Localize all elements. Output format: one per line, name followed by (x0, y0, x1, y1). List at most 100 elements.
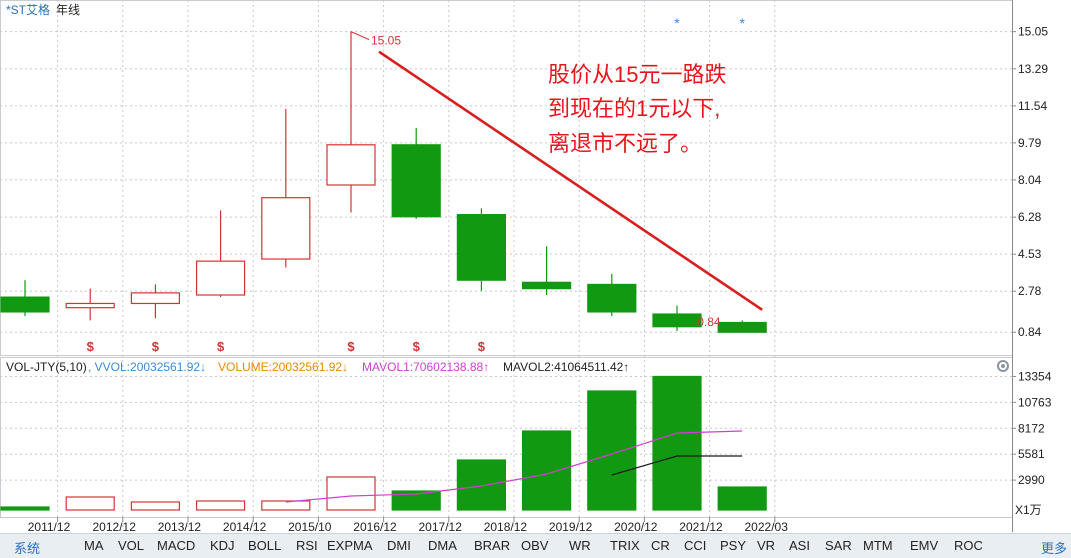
price-tick-label: 15.05 (1018, 25, 1048, 39)
star-marker: * (739, 15, 745, 31)
x-tick-label: 2014/12 (223, 520, 267, 533)
dollar-marker: $ (478, 339, 486, 354)
volume-bar (326, 476, 376, 511)
price-tick-label: 4.53 (1018, 247, 1042, 261)
volume-bar (130, 501, 180, 511)
tab-kdj[interactable]: KDJ (210, 538, 235, 553)
vvol-value: , VVOL:20032561.92↓ (88, 360, 206, 374)
mavol2-line (611, 455, 743, 476)
tab-brar[interactable]: BRAR (474, 538, 511, 553)
candle-body (65, 302, 115, 309)
volume-bar (261, 500, 311, 511)
candle-body (456, 214, 506, 281)
dollar-marker: $ (152, 339, 160, 354)
tab-macd[interactable]: MACD (157, 538, 196, 553)
volume-bar (391, 490, 441, 511)
volume-tick-label: 5581 (1018, 447, 1045, 461)
dollar-marker: $ (413, 339, 421, 354)
downtrend-line (378, 50, 763, 311)
tab-cr[interactable]: CR (651, 538, 670, 553)
tab-psy[interactable]: PSY (720, 538, 747, 553)
tab-vol[interactable]: VOL (118, 538, 145, 553)
tab-dma[interactable]: DMA (428, 538, 457, 553)
price-tick-label: 11.54 (1018, 99, 1047, 113)
chart-overlay: 15.05 0.84 $ $ $ $ $ $ * * (87, 15, 763, 354)
chart-svg: 15.0513.2911.549.798.046.284.532.780.841… (0, 0, 1052, 533)
low-price-label: 0.84 (697, 315, 721, 329)
x-tick-label: 2012/12 (93, 520, 137, 533)
tab-vr[interactable]: VR (757, 538, 776, 553)
x-tick-label: 2020/12 (614, 520, 658, 533)
tab-asi[interactable]: ASI (789, 538, 810, 553)
annotation-line-1: 股价从15元一路跌 (548, 62, 726, 87)
price-tick-label: 8.04 (1018, 173, 1042, 187)
volume-bar (521, 430, 572, 511)
volume-value: VOLUME:20032561.92↓ (218, 360, 348, 374)
x-tick-label: 2021/12 (679, 520, 723, 533)
mavol1-line (285, 430, 743, 503)
x-tick-label: 2016/12 (353, 520, 397, 533)
volume-bar (0, 506, 50, 511)
x-tick-label: 2018/12 (484, 520, 528, 533)
tab-mtm[interactable]: MTM (863, 538, 893, 553)
period-label: 年线 (56, 3, 80, 17)
tab-wr[interactable]: WR (569, 538, 591, 553)
volume-tick-label: 2990 (1018, 473, 1045, 487)
annotation-line-3: 离退市不远了。 (548, 131, 702, 156)
volume-bar (717, 486, 767, 511)
dollar-marker: $ (87, 339, 95, 354)
tab-system[interactable]: 系统 (14, 541, 41, 556)
stock-name: *ST艾格 (6, 2, 50, 17)
candle-body (587, 283, 637, 313)
volume-tick-label: 8172 (1018, 421, 1045, 435)
dollar-marker: $ (347, 339, 355, 354)
tab-ma[interactable]: MA (84, 538, 104, 553)
volume-bar (65, 496, 115, 511)
candle-body (521, 281, 572, 290)
candle-body (391, 144, 441, 218)
tab-roc[interactable]: ROC (954, 538, 983, 553)
tab-obv[interactable]: OBV (521, 538, 549, 553)
dollar-marker: $ (217, 339, 225, 354)
tab-more[interactable]: 更多 (1041, 541, 1068, 556)
volume-tick-label: 10763 (1018, 395, 1052, 409)
star-marker: * (674, 15, 680, 31)
candle-body (196, 260, 246, 296)
candle-body (326, 144, 376, 186)
tab-expma[interactable]: EXPMA (327, 538, 373, 553)
candle-body (717, 321, 767, 333)
indicator-tab-bar: 系统 MA VOL MACD KDJ BOLL RSI EXPMA DMI DMA BRAR OBV W… (0, 533, 1071, 558)
tab-sar[interactable]: SAR (825, 538, 852, 553)
candle-body (130, 292, 180, 305)
candle-body (652, 313, 702, 328)
x-tick-label: 2013/12 (158, 520, 202, 533)
x-tick-label: 2022/03 (745, 520, 789, 533)
mavol2-value: MAVOL2:41064511.42↑ (503, 360, 629, 374)
candles (0, 31, 767, 333)
candle-body (0, 296, 50, 313)
x-tick-label: 2015/10 (288, 520, 332, 533)
high-price-label: 15.05 (371, 34, 401, 48)
mavol1-value: MAVOL1:70602138.88↑ (362, 360, 489, 374)
volume-bars (0, 375, 767, 511)
tab-rsi[interactable]: RSI (296, 538, 318, 553)
price-tick-label: 2.78 (1018, 284, 1042, 298)
volume-bar (652, 375, 702, 511)
volume-bar (196, 500, 246, 511)
price-tick-label: 0.84 (1018, 325, 1042, 339)
tab-boll[interactable]: BOLL (248, 538, 282, 553)
candle-body (261, 197, 311, 260)
tab-cci[interactable]: CCI (684, 538, 707, 553)
x-tick-label: 2019/12 (549, 520, 593, 533)
tab-dmi[interactable]: DMI (387, 538, 411, 553)
volume-tick-label: 13354 (1018, 369, 1052, 383)
annotation-line-2: 到现在的1元以下, (548, 96, 720, 121)
chart-grid: 15.0513.2911.549.798.046.284.532.780.841… (0, 0, 1052, 533)
tab-trix[interactable]: TRIX (610, 538, 640, 553)
price-tick-label: 6.28 (1018, 210, 1042, 224)
x-tick-label: 2011/12 (28, 520, 71, 533)
indicator-name: VOL-JTY(5,10) (6, 360, 87, 374)
settings-gear-icon[interactable] (997, 360, 1009, 372)
volume-unit: X1万 (1015, 503, 1042, 517)
tab-emv[interactable]: EMV (910, 538, 939, 553)
